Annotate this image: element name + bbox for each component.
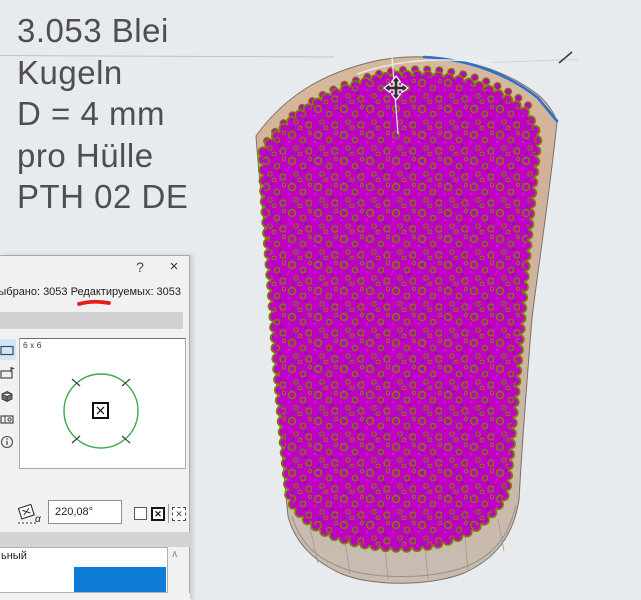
guide-line-right [490, 59, 579, 63]
toggle-divider [168, 504, 169, 523]
selected-edge[interactable] [422, 55, 559, 123]
section-divider-band [0, 532, 190, 547]
svg-text:α: α [35, 514, 41, 525]
annotation-line: Kugeln [17, 53, 123, 91]
editable-label: Редактируемых: [70, 286, 154, 298]
scroll-up-icon[interactable]: ∧ [171, 549, 179, 560]
dialog-titlebar: ? × [0, 256, 189, 284]
shell-bottom-facets [291, 504, 517, 581]
sphere-fill[interactable] [263, 75, 537, 547]
distribution-list[interactable]: ьный [0, 547, 168, 593]
guide-line-left [0, 55, 335, 58]
help-button[interactable]: ? [136, 259, 144, 275]
angle-input[interactable] [48, 500, 122, 524]
red-underline-mark [77, 299, 111, 306]
distribution-slider[interactable] [0, 567, 166, 592]
close-button[interactable]: × [169, 258, 179, 275]
annotation-line: pro Hülle [17, 136, 154, 174]
cube-icon [1, 390, 12, 402]
annotation-line: 3.053 Blei [17, 12, 169, 49]
editable-count: 3053 [156, 286, 181, 298]
selected-label: Выбрано: [0, 286, 41, 298]
info-button[interactable] [0, 431, 16, 452]
dashed-box-x-toggle[interactable]: ✕ [172, 507, 186, 521]
edge-tick-mark [558, 51, 573, 64]
annotation-text: 3.053 Blei Kugeln D = 4 mm pro Hülle PTH… [17, 10, 188, 218]
preview-canvas [63, 373, 139, 449]
tool-icon-strip [0, 339, 17, 454]
dialog-bottom-strip [0, 593, 190, 600]
tile-3d-box-button[interactable] [0, 385, 16, 406]
distribution-dialog: ? × Выбрано:3053 Редактируемых:3053 6 x … [0, 255, 190, 600]
tile-flag-button[interactable] [0, 362, 16, 383]
rectangle-icon [0, 345, 14, 355]
component-origin-marker [92, 402, 109, 419]
rotation-angle-row: α ✕ ✕ [0, 499, 190, 529]
selected-count: 3053 [43, 286, 68, 298]
info-icon [0, 435, 13, 448]
tile-film-button[interactable] [0, 408, 16, 429]
slider-fill [74, 567, 166, 592]
box-x-toggle[interactable]: ✕ [151, 507, 165, 521]
rim-sphere-beads [263, 65, 534, 145]
selection-status: Выбрано:3053 Редактируемых:3053 [0, 286, 181, 298]
rotation-checkbox[interactable] [134, 507, 147, 520]
annotation-line: PTH 02 DE [17, 178, 189, 215]
tile-rectangle-button[interactable] [0, 339, 16, 360]
film-icon [0, 414, 14, 424]
pattern-preview-panel[interactable]: 6 x 6 [19, 338, 186, 469]
pattern-dropdown-bar[interactable] [0, 312, 183, 329]
annotation-line: D = 4 mm [17, 95, 165, 132]
list-item[interactable]: ьный [1, 550, 27, 562]
grid-size-label: 6 x 6 [23, 340, 42, 350]
move-cursor-icon [383, 75, 409, 101]
random-rotation-icon: α [17, 503, 41, 525]
flag-rectangle-icon [0, 366, 15, 379]
